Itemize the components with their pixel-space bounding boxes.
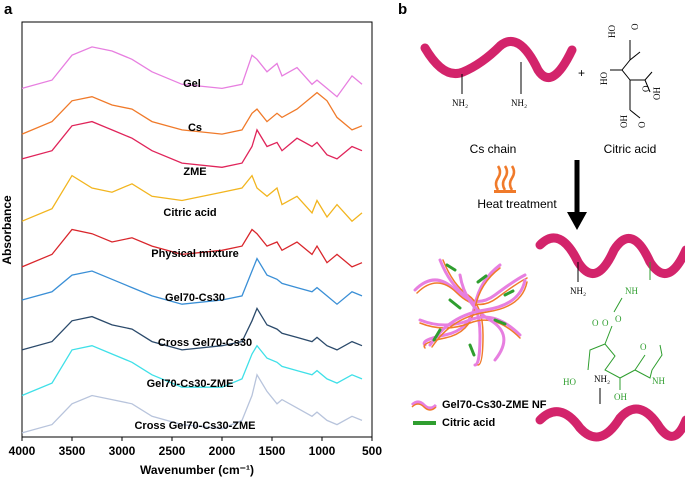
panel-label: a: [4, 1, 13, 18]
atom-label: O: [592, 318, 599, 328]
atom-label: O: [615, 314, 622, 324]
atom-label: OH: [619, 115, 629, 128]
plus: +: [578, 66, 585, 80]
series-label: Cross Gel70-Cs30: [158, 337, 252, 349]
plot-frame: [21, 21, 373, 438]
cs-chain-label: Cs chain: [470, 142, 517, 156]
atom-label: HO: [607, 25, 617, 38]
series-label: ZME: [183, 166, 206, 178]
arrow-head: [567, 212, 587, 230]
spectrum-line: [21, 174, 363, 223]
chain-tube: [535, 233, 685, 278]
nanofiber-cluster: [413, 258, 528, 367]
atom-label: NH₂: [511, 98, 527, 108]
spectrum-line: [21, 257, 363, 306]
legend-label: Gel70-Cs30-ZME NF: [442, 399, 547, 411]
atom-label: HO: [599, 72, 609, 85]
atom-label: HO: [563, 377, 576, 387]
cs-chain-tube: [420, 37, 577, 82]
legend-label: Citric acid: [442, 417, 495, 429]
atom-label: OH: [652, 87, 662, 100]
atom-label: O: [602, 318, 609, 328]
atom-label: O: [640, 342, 647, 352]
atom-label: NH: [625, 286, 638, 296]
heat-icon: [494, 190, 516, 193]
spectrum-line: [21, 373, 363, 434]
legend-symbol: [410, 400, 438, 410]
x-axis-title: Wavenumber (cm⁻¹): [140, 463, 254, 477]
series-label: Gel: [183, 78, 201, 90]
x-tick-label: 4000: [9, 444, 36, 458]
citric-acid-label: Citric acid: [604, 142, 657, 156]
schematic: NH₂ NH₂ + HO O HO O OH OH O Cs chain Cit…: [410, 23, 685, 442]
atom-label: OH: [614, 392, 627, 402]
x-tick-label: 2000: [209, 444, 236, 458]
panel-label: b: [398, 1, 407, 18]
atom-label: NH: [652, 376, 665, 386]
x-tick-label: 2500: [159, 444, 186, 458]
series-label: Citric acid: [163, 207, 216, 219]
spectrum-line: [21, 228, 363, 268]
spectrum-line: [21, 344, 363, 397]
x-tick-label: 3500: [59, 444, 86, 458]
atom-label: NH₂: [570, 286, 586, 296]
series-label: Cs: [188, 122, 202, 134]
spectrum-line: [21, 46, 363, 98]
x-tick-label: 500: [362, 444, 382, 458]
x-tick-label: 1000: [309, 444, 336, 458]
series-label: Physical mixture: [151, 248, 238, 260]
atom-label: NH₂: [594, 374, 610, 384]
x-tick-label: 1500: [259, 444, 286, 458]
legend-symbol: [411, 403, 437, 411]
atom-label: O: [630, 23, 640, 30]
series-label: Gel70-Cs30-ZME: [147, 378, 234, 390]
spectrum-line: [21, 306, 363, 351]
spectrum-line: [21, 120, 363, 168]
atom-label: O: [637, 121, 647, 128]
citric-skeleton: [610, 40, 653, 119]
crosslink-skeleton: [587, 262, 663, 390]
y-axis-title: Absorbance: [0, 195, 14, 265]
series-label: Gel70-Cs30: [165, 292, 225, 304]
x-tick-label: 3000: [109, 444, 136, 458]
chain-tube: [535, 404, 685, 442]
heat-icon: [494, 165, 516, 191]
series-label: Cross Gel70-Cs30-ZME: [134, 420, 255, 432]
heat-label: Heat treatment: [477, 197, 557, 211]
atom-label: NH₂: [452, 98, 468, 108]
spectrum-line: [21, 91, 363, 135]
atom-label: O: [641, 85, 651, 92]
